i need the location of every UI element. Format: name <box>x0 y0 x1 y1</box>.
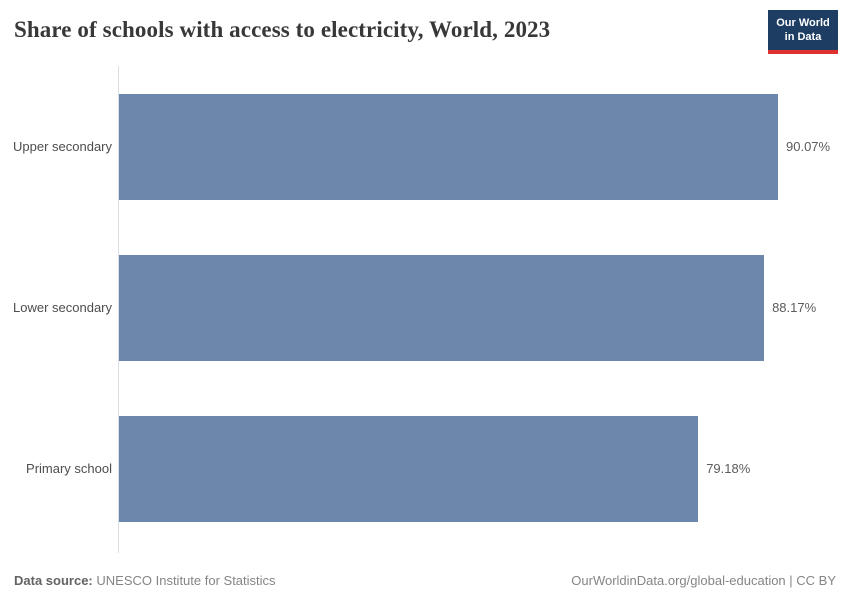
value-label: 79.18% <box>706 461 751 476</box>
owid-logo-line2: in Data <box>784 31 822 44</box>
chart-title: Share of schools with access to electric… <box>14 17 551 42</box>
owid-logo[interactable]: Our World in Data <box>768 10 838 54</box>
bar-lower-secondary[interactable] <box>118 254 765 361</box>
bar-primary-school[interactable] <box>118 415 699 522</box>
data-source-label: Data source: <box>14 573 93 588</box>
bar-track: 90.07% <box>118 66 850 227</box>
bar-track: 79.18% <box>118 388 850 549</box>
value-label: 90.07% <box>786 139 831 154</box>
chart-area: Upper secondary 90.07% Lower secondary 8… <box>0 66 850 553</box>
data-source-value: UNESCO Institute for Statistics <box>96 573 276 588</box>
data-source: Data source: UNESCO Institute for Statis… <box>14 573 276 588</box>
owid-logo-line1: Our World <box>776 17 830 29</box>
bar-row-upper-secondary: Upper secondary 90.07% <box>0 66 850 227</box>
category-label: Upper secondary <box>13 139 112 154</box>
category-label: Lower secondary <box>13 300 112 315</box>
bar-row-primary-school: Primary school 79.18% <box>0 388 850 549</box>
bar-upper-secondary[interactable] <box>118 93 778 200</box>
attribution-link[interactable]: OurWorldinData.org/global-education | CC… <box>571 573 836 588</box>
bar-row-lower-secondary: Lower secondary 88.17% <box>0 227 850 388</box>
bar-track: 88.17% <box>118 227 850 388</box>
y-axis-line <box>118 66 119 553</box>
chart-header: Share of schools with access to electric… <box>0 0 850 66</box>
value-label: 88.17% <box>772 300 817 315</box>
category-label: Primary school <box>26 461 112 476</box>
chart-footer: Data source: UNESCO Institute for Statis… <box>0 573 850 588</box>
